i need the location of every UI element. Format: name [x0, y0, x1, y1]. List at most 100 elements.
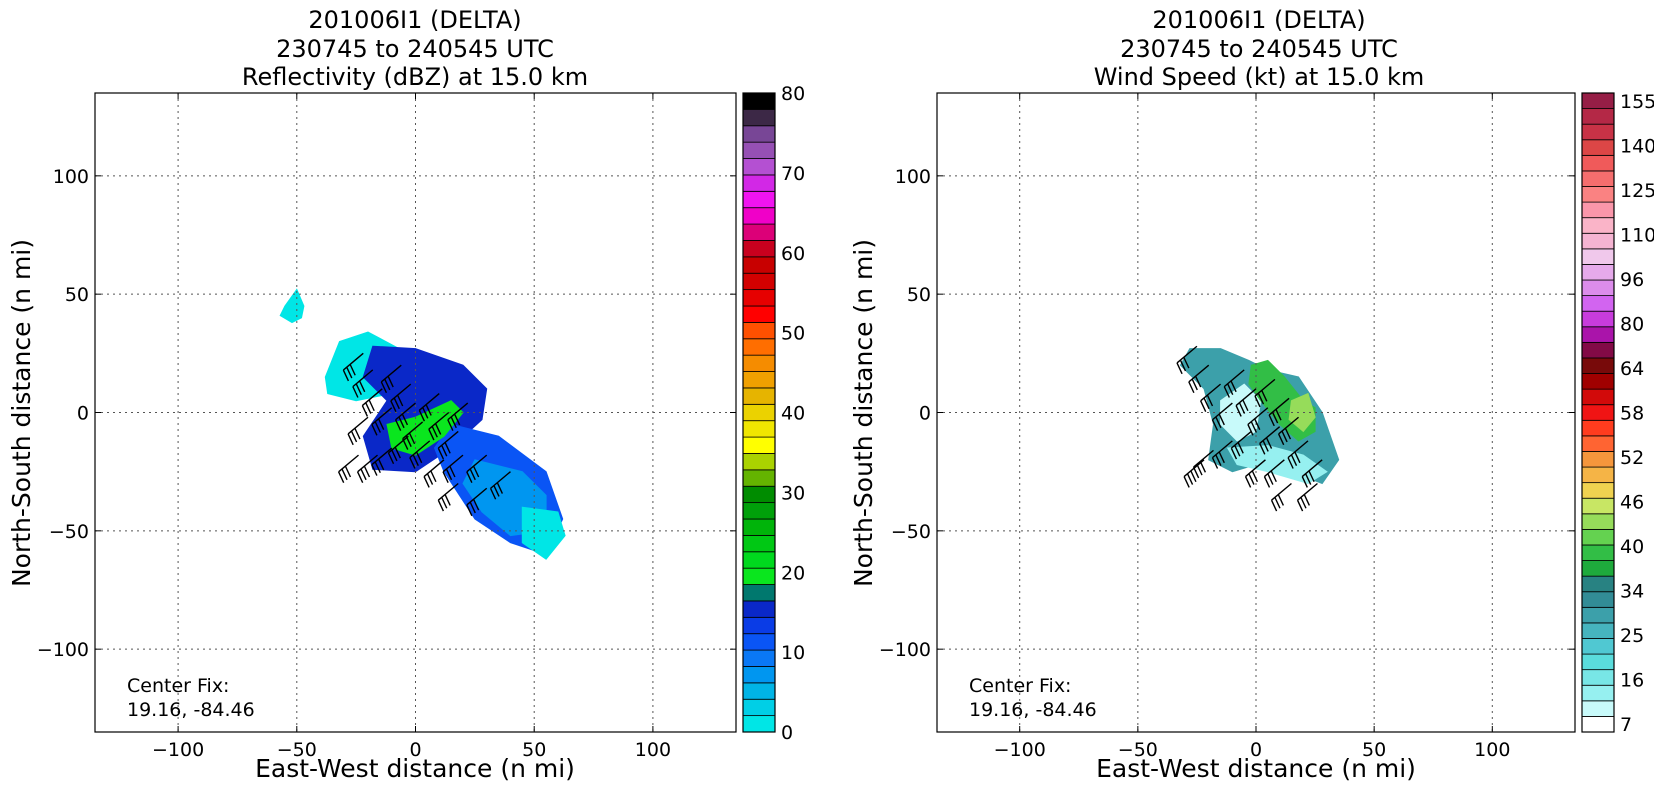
- colorbar-cell: [1581, 248, 1615, 265]
- barb-feather: [445, 468, 453, 481]
- wind-barb: [390, 383, 412, 412]
- colorbar-cell: [1581, 700, 1615, 717]
- barb-feather: [1251, 470, 1259, 483]
- colorbar-tick-label: 125: [1620, 180, 1654, 202]
- wind-barb: [489, 471, 511, 500]
- barb-feather: [466, 504, 473, 517]
- barb-feather: [1270, 470, 1277, 483]
- reflectivity-panel: 201006I1 (DELTA) 230745 to 240545 UTC Re…: [7, 6, 805, 783]
- x-tick-label: 100: [1474, 739, 1510, 761]
- colorbar-cell: [742, 584, 776, 602]
- barb-feather: [354, 427, 361, 440]
- wind-barb: [1188, 364, 1210, 394]
- wind-barb: [361, 388, 383, 417]
- colorbar-cell: [1581, 482, 1615, 499]
- x-tick-label: 0: [409, 739, 421, 761]
- barb-feather: [355, 383, 362, 395]
- colorbar-cell: [1581, 451, 1615, 468]
- barb-feather: [391, 449, 398, 462]
- barb-feather: [437, 499, 445, 512]
- field-region: [1226, 445, 1328, 485]
- colorbar-cell: [742, 289, 776, 307]
- barb-feather: [371, 424, 378, 436]
- colorbar-tick-label: 80: [781, 83, 805, 105]
- barb-feather: [1250, 421, 1257, 433]
- colorbar-cell: [742, 403, 776, 422]
- colorbar-cell: [742, 354, 776, 372]
- barb-feather: [1183, 476, 1190, 488]
- colorbar-cell: [1581, 575, 1615, 593]
- barb-feather: [1191, 378, 1198, 391]
- colorbar-tick-label: 20: [781, 562, 805, 584]
- barb-feather: [1200, 400, 1207, 412]
- x-ticks: −100 −50 0 50 100: [994, 93, 1510, 761]
- wind-barb: [352, 369, 374, 398]
- panel-title-line-2: 230745 to 240545 UTC: [276, 35, 554, 63]
- colorbar-tick-label: 58: [1620, 403, 1644, 425]
- colorbar-cell: [1581, 528, 1615, 546]
- wind-barb: [442, 454, 464, 483]
- barb-feather: [1176, 362, 1183, 375]
- colorbar-tick-label: 70: [781, 163, 805, 185]
- wind-barb: [466, 454, 488, 483]
- barb-feather: [428, 428, 435, 441]
- barb-feather: [423, 476, 430, 488]
- x-tick-label: −50: [277, 739, 317, 761]
- wind-barb: [1244, 459, 1266, 488]
- barb-feather: [444, 494, 451, 506]
- colorbar-cell: [1581, 295, 1615, 312]
- barb-feather: [1183, 356, 1190, 369]
- barb-feather: [1234, 445, 1241, 457]
- y-tick-label: 50: [65, 284, 89, 306]
- colorbar-cell: [1581, 108, 1615, 125]
- colorbar-cell: [742, 551, 776, 569]
- barb-feather: [425, 404, 432, 416]
- barb-feather: [1199, 461, 1207, 473]
- barb-feather: [444, 442, 451, 454]
- barb-feather: [431, 426, 438, 438]
- colorbar-cell: [742, 715, 776, 733]
- barb-feather: [394, 419, 402, 431]
- colorbar-cell: [742, 616, 776, 635]
- barb-feather: [1270, 499, 1278, 512]
- panel-title-line-3: Reflectivity (dBZ) at 15.0 km: [242, 63, 588, 91]
- colorbar-cell: [742, 436, 776, 454]
- barb-feather: [1308, 470, 1315, 483]
- colorbar-frame: [1581, 92, 1615, 733]
- x-tick-label: −50: [1118, 739, 1158, 761]
- barb-feather: [377, 418, 385, 430]
- x-tick-label: 0: [1250, 739, 1262, 761]
- colorbar-cell: [1581, 326, 1615, 343]
- wind-barb: [380, 364, 402, 394]
- barb-feather: [447, 419, 454, 431]
- field-region: [1288, 392, 1316, 433]
- colorbar-cell: [742, 682, 776, 700]
- colorbar-cell: [742, 698, 776, 717]
- wind-speed-field: [1179, 348, 1340, 485]
- barb-feather: [422, 407, 429, 419]
- colorbar-cell: [742, 108, 776, 127]
- colorbar-cell: [742, 207, 776, 225]
- barb-feather: [398, 416, 405, 429]
- colorbar-tick-label: 80: [1620, 313, 1644, 335]
- gridlines: [95, 93, 736, 732]
- wind-barbs: [337, 352, 511, 517]
- colorbar-cell: [1581, 357, 1615, 374]
- y-tick-label: 100: [53, 166, 89, 188]
- colorbar-tick-label: 25: [1620, 625, 1644, 647]
- barb-feather: [374, 421, 381, 433]
- barb-feather: [374, 461, 381, 474]
- barb-feather: [441, 445, 448, 457]
- barb-feather: [450, 416, 457, 429]
- panel-title-line-2: 230745 to 240545 UTC: [1120, 35, 1398, 63]
- barb-feather: [360, 468, 367, 481]
- colorbar-cell: [742, 469, 776, 487]
- barb-feather: [1235, 405, 1242, 417]
- barb-feather: [387, 375, 394, 388]
- barb-feather: [1300, 497, 1307, 509]
- colorbar-cell: [1581, 154, 1615, 172]
- barb-feather: [1196, 463, 1203, 476]
- center-fix-value: 19.16, -84.46: [969, 699, 1097, 721]
- barb-feather: [1265, 437, 1273, 449]
- colorbar-tick-label: 50: [781, 323, 805, 345]
